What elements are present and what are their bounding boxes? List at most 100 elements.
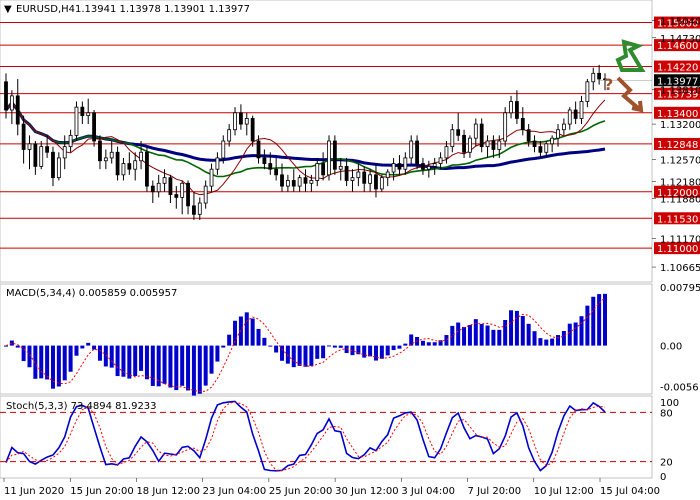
candle-body [98, 140, 102, 162]
macd-bar [556, 335, 561, 346]
candle-body [233, 112, 237, 131]
candle-body [186, 182, 190, 207]
candle-body [591, 72, 596, 83]
candle-body [45, 146, 50, 153]
macd-bar [139, 345, 144, 371]
time-tick-label: 3 Jul 04:00 [401, 486, 455, 497]
candle-body [350, 177, 355, 181]
macd-bar [397, 345, 402, 349]
candle-body [309, 180, 314, 184]
candle-body [285, 180, 290, 187]
macd-bar [344, 345, 349, 354]
candle-body [239, 112, 243, 125]
time-tick-label: 25 Jun 20:00 [269, 486, 333, 497]
candle-body [221, 140, 226, 159]
macd-bar [150, 345, 155, 386]
macd-bar [591, 296, 596, 346]
macd-bar [203, 345, 208, 386]
candle-body [139, 151, 143, 162]
macd-bar [197, 345, 202, 394]
macd-bar [215, 345, 220, 362]
candle-body [503, 112, 508, 142]
level-label: 1.14220 [657, 63, 698, 74]
macd-bar [39, 345, 44, 379]
macd-bar [250, 318, 255, 346]
candle-body [374, 174, 378, 190]
candle-body [567, 109, 572, 125]
macd-bar [332, 345, 337, 348]
ohlc-values: 1.13941 1.13978 1.13901 1.13977 [75, 4, 250, 15]
time-axis: 11 Jun 2020 15 Jun 20:00 18 Jun 12:00 23 Ju… [3, 478, 660, 497]
down-arrow-icon [616, 76, 640, 110]
candle-body [121, 163, 126, 176]
macd-bar [156, 345, 161, 387]
macd-bar [456, 322, 461, 346]
macd-bar [444, 335, 449, 346]
level-tag [654, 87, 700, 100]
macd-bar [80, 345, 85, 349]
macd-bar [438, 340, 443, 346]
candle-body [62, 146, 67, 159]
time-tick-label: 10 Jul 12:00 [534, 486, 594, 497]
candle-body [456, 129, 461, 136]
macd-bar [209, 345, 214, 374]
macd-bar [603, 293, 607, 346]
collapse-triangle-icon[interactable]: ▼ [4, 4, 12, 15]
candle-body [362, 171, 367, 184]
level-label: 1.13400 [657, 109, 698, 120]
current-price-tag [654, 74, 700, 87]
macd-bar [409, 334, 414, 346]
candle-body [468, 137, 472, 153]
macd-bar [15, 345, 20, 348]
macd-tick-label: -0.0056 [660, 383, 699, 394]
candle-body [526, 129, 531, 142]
question-mark-icon: ? [604, 75, 613, 94]
macd-tick-label: 0.007957 [660, 283, 700, 294]
candle-body [550, 137, 555, 145]
candle-body [379, 177, 384, 190]
macd-bar [432, 342, 437, 346]
candle-body [391, 163, 396, 173]
price-tick-label: 1.13810 [660, 86, 700, 97]
macd-bar [133, 345, 138, 377]
price-tick-label: 1.13200 [660, 120, 700, 131]
price-tick-label: 1.12180 [660, 178, 700, 189]
candle-body [256, 140, 261, 159]
time-tick-label: 23 Jun 04:00 [203, 486, 267, 497]
price-axis: 1.15040 1.14730 1.13810 1.13200 1.12570 1.121… [652, 16, 700, 274]
stochastic-signal-line [5, 401, 606, 472]
candle-body [544, 143, 549, 153]
macd-bar [503, 320, 508, 346]
candle-body [338, 165, 343, 170]
price-tick-label: 1.15040 [660, 16, 700, 27]
candle-body [438, 157, 443, 164]
macd-bar [162, 345, 167, 384]
candle-body [9, 95, 14, 111]
candle-body [197, 202, 202, 215]
candle-body [192, 205, 196, 215]
macd-bar [33, 345, 38, 379]
macd-bar [109, 345, 114, 368]
candle-body [368, 174, 372, 184]
macd-bar [115, 345, 120, 377]
macd-bar [491, 329, 496, 346]
macd-bar [27, 345, 32, 368]
candle-body [409, 140, 414, 159]
moving-average-line [5, 101, 606, 178]
macd-bar [21, 345, 26, 362]
macd-bar [368, 345, 373, 357]
macd-bar [274, 345, 279, 353]
price-panel [0, 0, 653, 283]
macd-title: MACD(5,34,4) 0.005859 0.005957 [6, 288, 177, 299]
stochastic-title: Stoch(5,3,3) 73.4894 81.9233 [6, 401, 157, 412]
macd-indicator: 0.007957 0.00 -0.0056 [4, 283, 700, 396]
time-tick-label: 15 Jun 20:00 [70, 486, 134, 497]
candle-body [280, 174, 284, 187]
price-tick-label: 1.11880 [660, 195, 700, 206]
macd-bar [56, 345, 61, 387]
stochastic-tick-label: 20 [660, 458, 673, 469]
price-tick-label: 1.14730 [660, 34, 700, 45]
time-tick-label: 30 Jun 12:00 [335, 486, 399, 497]
candle-body [80, 106, 85, 117]
level-label: 1.11000 [657, 244, 698, 255]
